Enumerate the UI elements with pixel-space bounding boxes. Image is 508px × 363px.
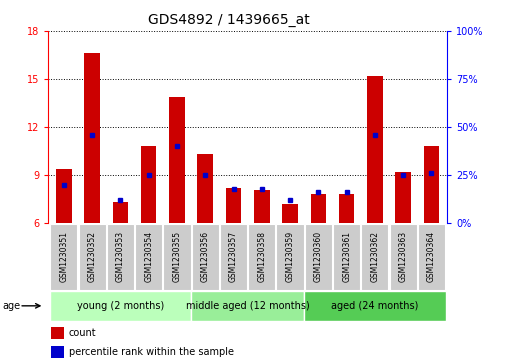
Text: GSM1230357: GSM1230357	[229, 231, 238, 282]
FancyBboxPatch shape	[50, 291, 191, 321]
FancyBboxPatch shape	[191, 291, 304, 321]
FancyBboxPatch shape	[390, 224, 417, 290]
Text: GSM1230361: GSM1230361	[342, 231, 351, 282]
Bar	[226, 188, 241, 223]
Text: young (2 months): young (2 months)	[77, 301, 164, 311]
Bar	[282, 204, 298, 223]
Bar	[339, 195, 355, 223]
Text: GSM1230363: GSM1230363	[399, 231, 408, 282]
FancyBboxPatch shape	[50, 224, 77, 290]
Text: GSM1230360: GSM1230360	[314, 231, 323, 282]
FancyBboxPatch shape	[418, 224, 445, 290]
Text: age: age	[3, 301, 21, 311]
FancyBboxPatch shape	[79, 224, 106, 290]
Text: GSM1230362: GSM1230362	[370, 231, 379, 282]
Text: GSM1230354: GSM1230354	[144, 231, 153, 282]
FancyBboxPatch shape	[164, 224, 190, 290]
FancyBboxPatch shape	[107, 224, 134, 290]
Text: middle aged (12 months): middle aged (12 months)	[186, 301, 309, 311]
Text: count: count	[69, 328, 96, 338]
Bar	[51, 327, 64, 339]
Text: GSM1230351: GSM1230351	[59, 231, 68, 282]
Bar	[141, 146, 156, 223]
Bar	[56, 169, 72, 223]
Bar	[254, 189, 270, 223]
Bar	[367, 76, 383, 223]
Bar	[424, 146, 439, 223]
FancyBboxPatch shape	[220, 224, 247, 290]
Text: GSM1230364: GSM1230364	[427, 231, 436, 282]
FancyBboxPatch shape	[135, 224, 162, 290]
Text: GSM1230358: GSM1230358	[257, 231, 266, 282]
Text: GSM1230356: GSM1230356	[201, 231, 210, 282]
Bar	[395, 172, 411, 223]
Bar	[198, 154, 213, 223]
Bar	[51, 346, 64, 358]
FancyBboxPatch shape	[304, 291, 446, 321]
Bar	[310, 195, 326, 223]
Bar	[113, 203, 128, 223]
FancyBboxPatch shape	[305, 224, 332, 290]
FancyBboxPatch shape	[248, 224, 275, 290]
FancyBboxPatch shape	[192, 224, 219, 290]
Text: GSM1230355: GSM1230355	[172, 231, 181, 282]
FancyBboxPatch shape	[276, 224, 304, 290]
Bar	[169, 97, 185, 223]
Text: aged (24 months): aged (24 months)	[331, 301, 419, 311]
Bar	[84, 53, 100, 223]
Text: percentile rank within the sample: percentile rank within the sample	[69, 347, 234, 357]
Text: GSM1230352: GSM1230352	[87, 231, 97, 282]
Text: GSM1230353: GSM1230353	[116, 231, 125, 282]
Text: GSM1230359: GSM1230359	[285, 231, 295, 282]
FancyBboxPatch shape	[333, 224, 360, 290]
FancyBboxPatch shape	[361, 224, 389, 290]
Text: GDS4892 / 1439665_at: GDS4892 / 1439665_at	[148, 13, 309, 27]
